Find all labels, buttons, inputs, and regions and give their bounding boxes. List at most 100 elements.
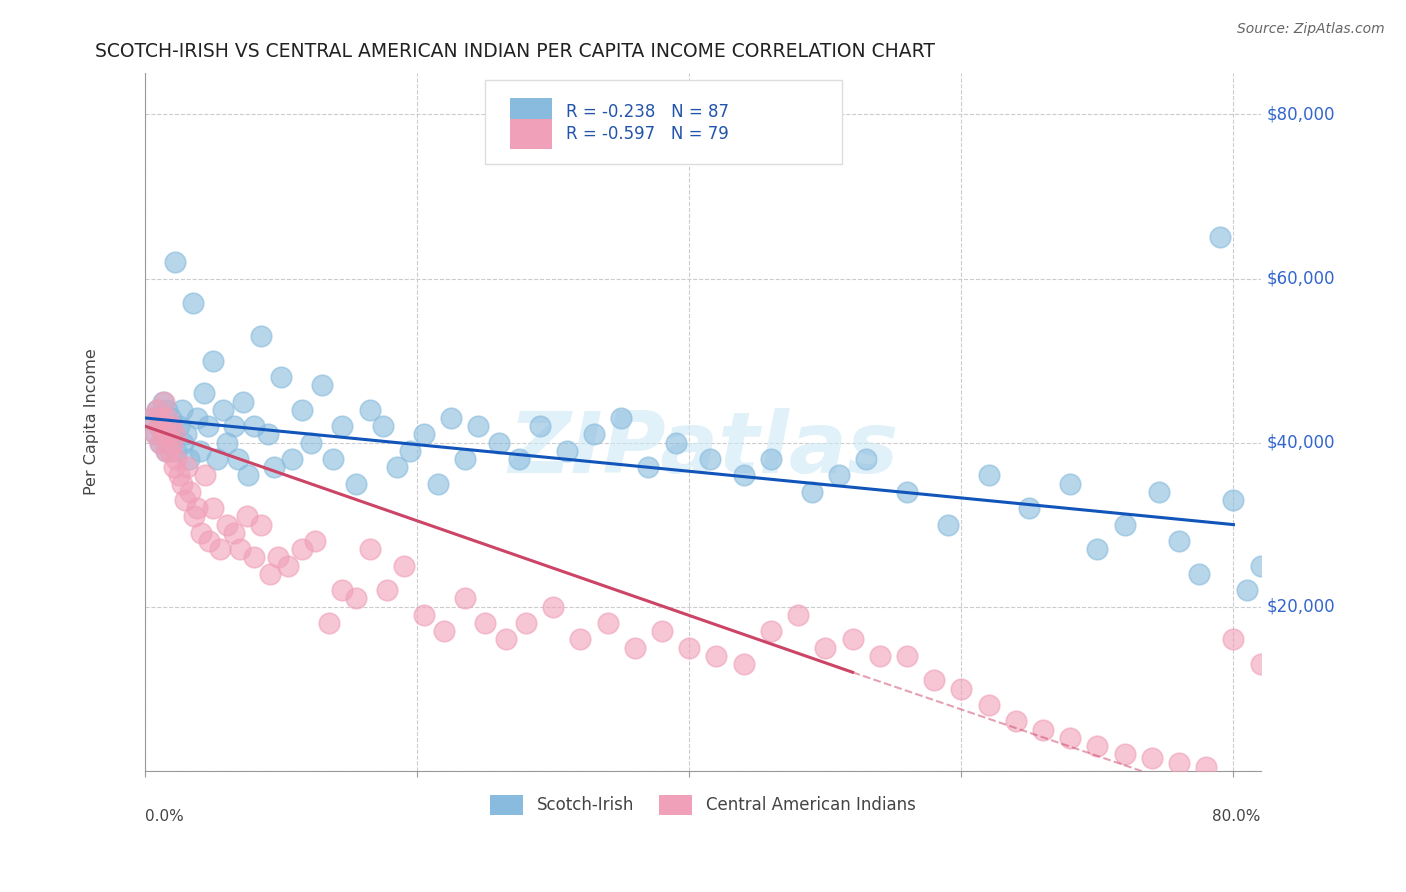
Point [814,640,837,655]
Point [215,517,238,532]
Point [508,452,530,467]
Point [160,411,183,425]
Point [1114,517,1136,532]
Point [159,443,181,458]
Point [150,411,173,425]
Point [332,583,354,598]
Point [202,353,225,368]
Point [198,534,221,549]
Point [373,419,395,434]
Point [311,378,333,392]
FancyBboxPatch shape [485,80,842,164]
Point [322,452,344,467]
Point [281,452,304,467]
Point [624,640,647,655]
Point [249,329,271,343]
Point [555,443,578,458]
Point [159,435,181,450]
Text: ZIPatlas: ZIPatlas [508,409,898,491]
Point [1222,493,1244,508]
Point [155,443,177,458]
Text: SCOTCH-IRISH VS CENTRAL AMERICAN INDIAN PER CAPITA INCOME CORRELATION CHART: SCOTCH-IRISH VS CENTRAL AMERICAN INDIAN … [94,42,935,61]
Point [181,296,204,310]
Point [226,452,249,467]
Point [1168,534,1191,549]
Point [1018,501,1040,516]
Text: Per Capita Income: Per Capita Income [84,349,98,495]
Point [141,411,163,425]
Text: Source: ZipAtlas.com: Source: ZipAtlas.com [1237,22,1385,37]
Point [1114,747,1136,762]
Point [399,443,422,458]
Point [193,386,215,401]
Point [167,419,190,434]
Point [1222,632,1244,647]
Point [236,509,259,524]
Point [238,468,260,483]
Point [1209,230,1232,244]
Point [267,550,290,565]
Point [977,468,1000,483]
Point [152,394,174,409]
Point [222,419,245,434]
Point [163,255,186,269]
Point [197,419,219,434]
Point [1140,751,1163,765]
Point [205,452,228,467]
Point [149,435,172,450]
Text: $60,000: $60,000 [1267,269,1334,287]
Point [190,525,212,540]
Point [194,468,217,483]
Point [170,402,193,417]
Point [148,419,170,434]
FancyBboxPatch shape [510,98,553,128]
Point [249,517,271,532]
Point [1277,534,1299,549]
Point [583,427,606,442]
Point [375,583,398,598]
Text: R = -0.597   N = 79: R = -0.597 N = 79 [565,125,728,143]
Point [202,501,225,516]
Point [1236,583,1258,598]
Point [146,402,169,417]
Point [515,615,537,630]
Point [277,558,299,573]
Point [153,427,176,442]
Point [610,411,633,425]
Point [177,452,200,467]
Point [141,411,163,425]
Point [759,624,782,639]
Point [208,542,231,557]
Point [176,460,198,475]
Point [800,484,823,499]
Point [318,615,340,630]
Point [433,624,456,639]
Point [426,476,449,491]
Point [270,370,292,384]
Point [215,435,238,450]
Point [243,419,266,434]
Point [160,419,183,434]
Point [1004,714,1026,729]
Point [157,427,180,442]
Point [977,698,1000,712]
Point [569,632,592,647]
Point [828,468,851,483]
Point [1168,756,1191,770]
Point [1059,476,1081,491]
Point [229,542,252,557]
Text: $40,000: $40,000 [1267,434,1334,451]
Point [1032,723,1054,737]
Point [1195,759,1218,773]
Point [146,402,169,417]
Point [156,411,179,425]
Point [1331,542,1354,557]
Point [150,411,173,425]
Point [222,525,245,540]
Point [1250,558,1272,573]
Point [173,493,195,508]
Point [1317,558,1340,573]
Point [454,591,477,606]
Point [332,419,354,434]
Point [174,427,197,442]
